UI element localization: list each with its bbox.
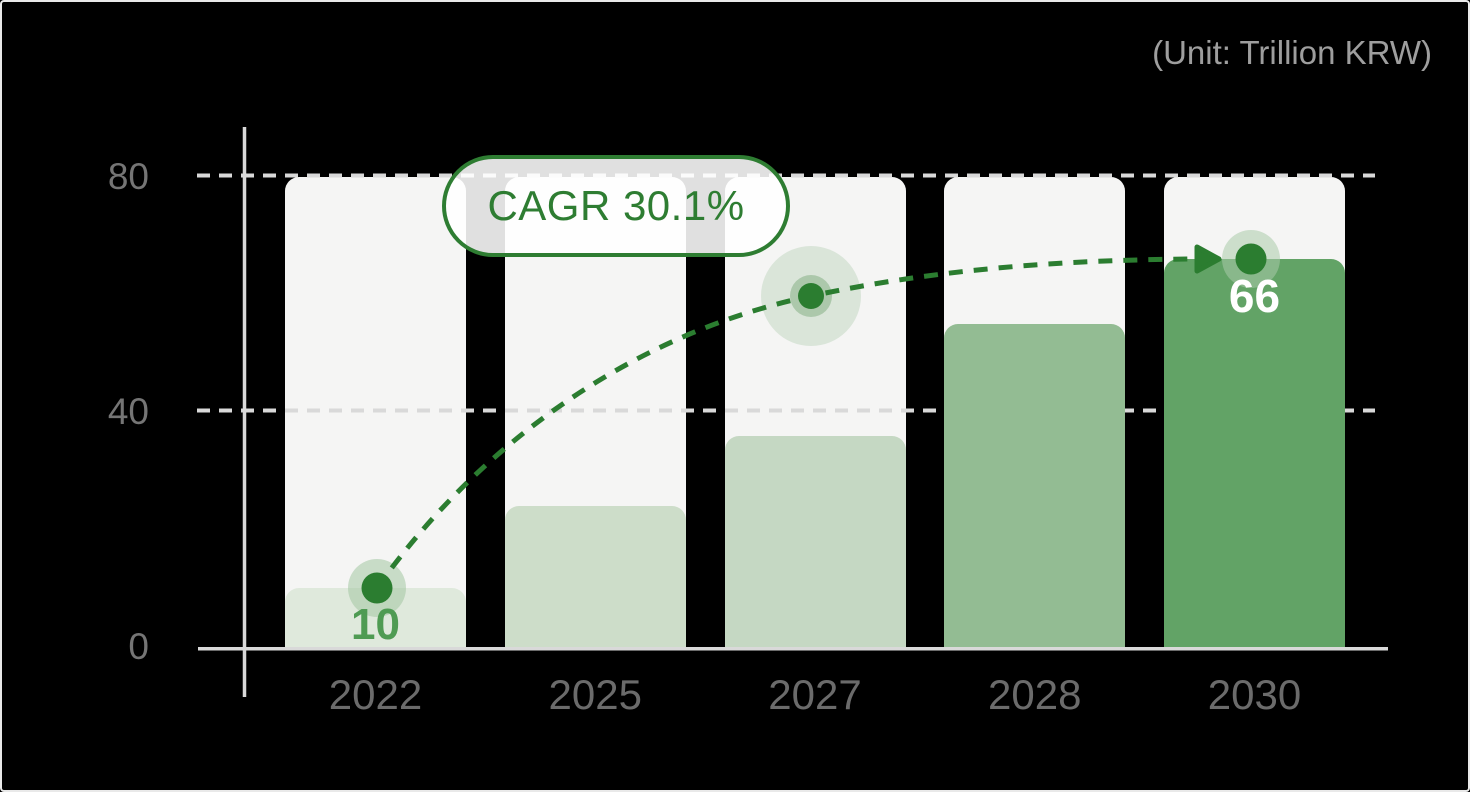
y-tick-0: 0 [128,626,149,667]
unit-label: (Unit: Trillion KRW) [1152,34,1432,71]
x-label-2030: 2030 [1207,671,1302,718]
y-tick-40: 40 [107,391,149,432]
cagr-badge: CAGR 30.1% [442,155,790,257]
bar-2025 [504,506,686,647]
x-label-2025: 2025 [548,671,642,718]
dot-2027 [798,283,824,309]
x-label-2022: 2022 [328,671,423,718]
x-label-2027: 2027 [768,671,862,718]
bar-2027 [724,435,906,647]
y-tick-80: 80 [107,156,149,197]
dot-2030 [1235,243,1267,275]
bar-2030 [1164,259,1345,647]
cagr-badge-label: CAGR 30.1% [487,182,745,229]
trend-line [374,256,1193,590]
value-label-2030: 66 [1228,270,1281,322]
value-label-2022: 10 [351,600,400,649]
bar-2028 [944,323,1126,647]
dot-2022 [361,572,393,604]
trend-arrow-icon [1194,244,1222,274]
x-label-2028: 2028 [988,671,1082,718]
